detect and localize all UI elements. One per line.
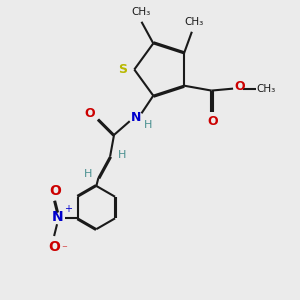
Text: H: H xyxy=(84,169,93,179)
Text: S: S xyxy=(118,63,127,76)
Text: N: N xyxy=(130,111,141,124)
Text: CH₃: CH₃ xyxy=(131,7,150,17)
Text: H: H xyxy=(144,120,153,130)
Text: +: + xyxy=(64,203,72,214)
Text: ⁻: ⁻ xyxy=(61,245,67,255)
Text: N: N xyxy=(52,210,64,224)
Text: H: H xyxy=(118,149,126,160)
Text: O: O xyxy=(49,184,61,198)
Text: CH₃: CH₃ xyxy=(184,17,203,27)
Text: CH₃: CH₃ xyxy=(257,84,276,94)
Text: O: O xyxy=(207,116,218,128)
Text: O: O xyxy=(84,107,95,120)
Text: O: O xyxy=(235,80,245,93)
Text: O: O xyxy=(48,240,60,254)
